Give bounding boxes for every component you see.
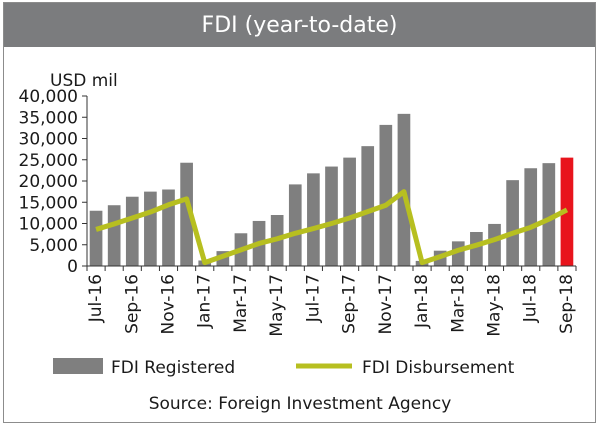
bar-Jul-18 bbox=[524, 168, 538, 266]
y-tick-label: 10,000 bbox=[19, 215, 78, 235]
bar-Jul-17 bbox=[307, 173, 320, 266]
x-tick-label: Jul-17 bbox=[303, 274, 323, 323]
y-tick-label: 35,000 bbox=[19, 108, 78, 128]
x-tick-label: Nov-17 bbox=[376, 274, 396, 335]
bar-Oct-17 bbox=[361, 146, 375, 266]
bar-Jul-16 bbox=[89, 210, 103, 266]
y-tick-label: 15,000 bbox=[19, 193, 78, 213]
bar-Oct-16 bbox=[144, 191, 157, 266]
x-tick-label: May-17 bbox=[267, 274, 287, 337]
bar-Nov-17 bbox=[379, 124, 393, 267]
x-tick-label: Sep-16 bbox=[122, 274, 142, 334]
bar-Aug-17 bbox=[325, 166, 338, 266]
x-tick-label: Jul-16 bbox=[86, 274, 106, 323]
bar-Dec-16 bbox=[180, 162, 193, 266]
legend-swatch-fdi-registered bbox=[53, 358, 103, 374]
legend-label-fdi-disbursement: FDI Disbursement bbox=[362, 358, 515, 378]
y-axis: 05,00010,00015,00020,00025,00030,00035,0… bbox=[19, 87, 88, 277]
x-tick-label: Sep-18 bbox=[557, 274, 577, 334]
bar-May-18 bbox=[488, 223, 501, 266]
y-tick-label: 20,000 bbox=[19, 172, 78, 192]
y-tick-label: 40,000 bbox=[19, 87, 78, 107]
y-axis-label: USD mil bbox=[50, 71, 118, 91]
bar-Jun-17 bbox=[288, 184, 302, 266]
bar-Aug-16 bbox=[107, 205, 121, 266]
chart-title: FDI (year-to-date) bbox=[4, 3, 595, 47]
x-tick-label: Mar-17 bbox=[231, 274, 251, 333]
legend-label-fdi-registered: FDI Registered bbox=[111, 358, 235, 378]
bar-Jun-18 bbox=[506, 180, 519, 266]
x-tick-label: Sep-17 bbox=[340, 274, 360, 334]
bar-Aug-18 bbox=[542, 163, 556, 266]
source-note: Source: Foreign Investment Agency bbox=[149, 394, 452, 414]
y-tick-label: 5,000 bbox=[29, 236, 78, 256]
bar-Apr-18 bbox=[470, 232, 483, 266]
bar-Sep-16 bbox=[125, 196, 139, 266]
x-tick-label: Nov-16 bbox=[159, 274, 179, 335]
legend: FDI Registered FDI Disbursement bbox=[53, 358, 515, 378]
x-tick-label: May-18 bbox=[485, 274, 505, 337]
x-axis: Jul-16 Sep-16 Nov-16 Jan-17 Mar-17 May-17 Jul-… bbox=[86, 265, 577, 337]
x-tick-label: Mar-18 bbox=[448, 274, 468, 333]
x-tick-label: Jan-18 bbox=[412, 274, 432, 329]
bar-Sep-17 bbox=[343, 157, 356, 266]
y-tick-label: 25,000 bbox=[19, 151, 78, 171]
x-tick-label: Jul-18 bbox=[521, 274, 541, 323]
line-series-fdi-disbursement bbox=[95, 189, 569, 266]
y-tick-label: 30,000 bbox=[19, 130, 78, 150]
y-tick-label: 0 bbox=[67, 257, 78, 277]
x-tick-label: Jan-17 bbox=[195, 274, 215, 329]
